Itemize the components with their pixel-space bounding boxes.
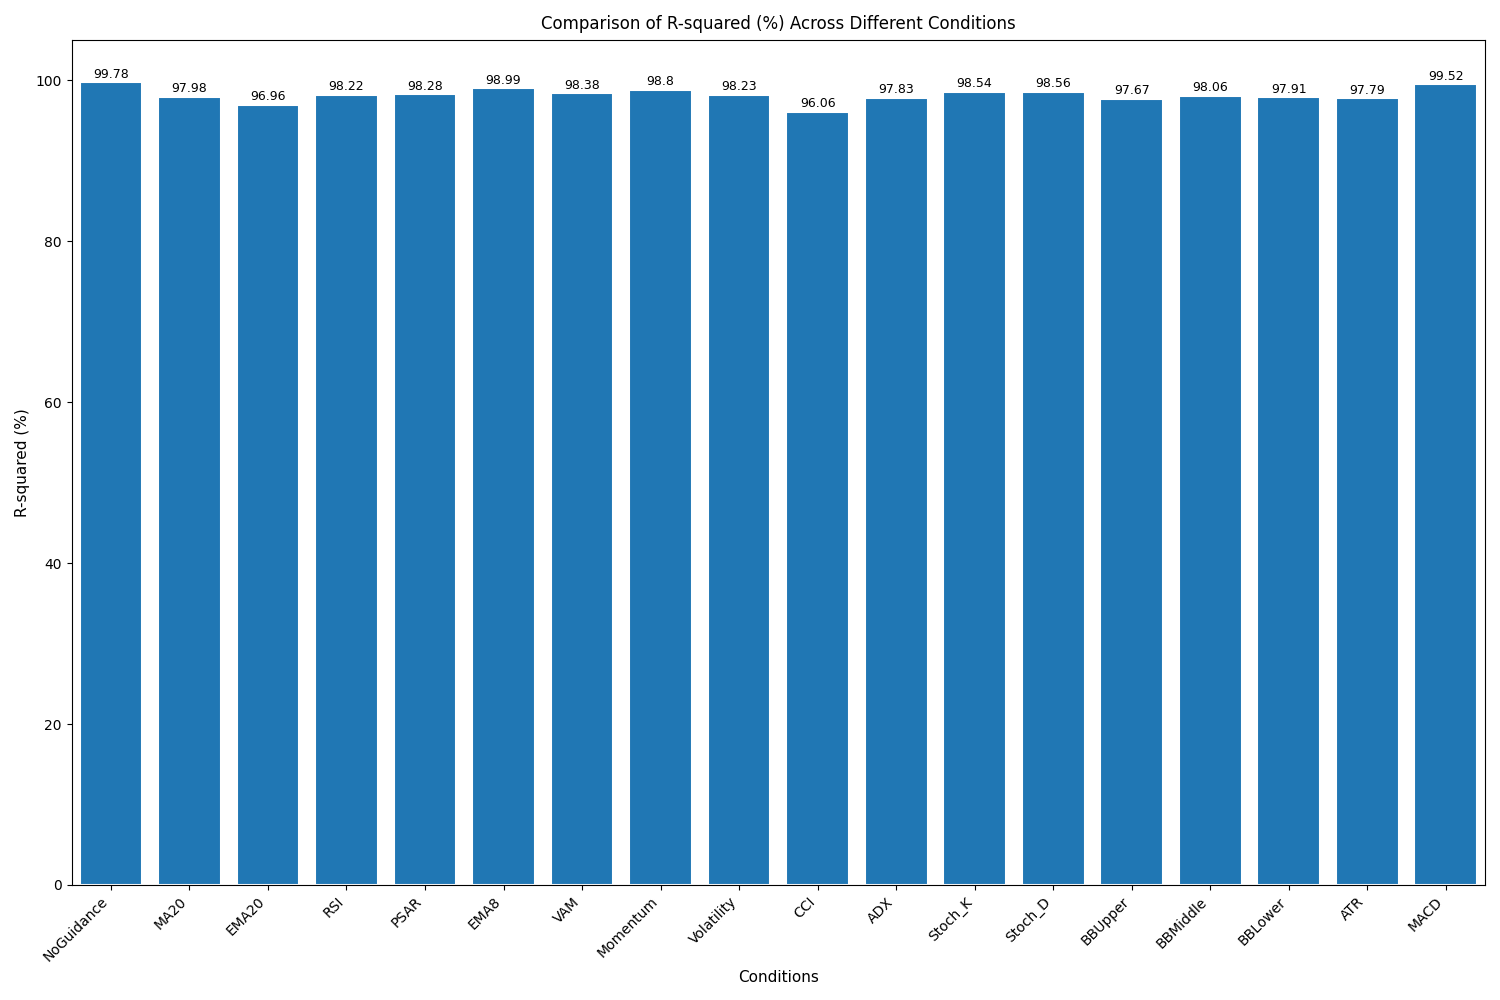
Bar	[158, 97, 220, 885]
Bar	[237, 105, 300, 885]
Text: 99.78: 99.78	[93, 68, 129, 81]
Bar	[1101, 99, 1162, 885]
Bar	[708, 95, 771, 885]
Bar	[393, 94, 456, 885]
Bar	[1179, 96, 1242, 885]
Bar	[1414, 84, 1478, 885]
Text: 96.96: 96.96	[251, 90, 285, 103]
Bar	[550, 93, 614, 885]
Text: 97.83: 97.83	[878, 83, 914, 96]
Bar	[1022, 92, 1084, 885]
Bar	[786, 112, 849, 885]
Bar	[864, 98, 927, 885]
Bar	[944, 92, 1006, 885]
Text: 98.28: 98.28	[406, 80, 442, 93]
Text: 96.06: 96.06	[800, 97, 836, 110]
Bar	[1336, 98, 1398, 885]
Text: 97.79: 97.79	[1350, 84, 1384, 97]
Text: 98.56: 98.56	[1035, 77, 1071, 90]
Bar	[80, 82, 142, 885]
Text: 98.54: 98.54	[957, 77, 993, 90]
Text: 97.98: 97.98	[171, 82, 207, 95]
Bar	[472, 88, 536, 885]
Bar	[315, 95, 378, 885]
Bar	[628, 90, 692, 885]
Bar	[1257, 97, 1320, 885]
Text: 98.8: 98.8	[646, 75, 675, 88]
Y-axis label: R-squared (%): R-squared (%)	[15, 408, 30, 517]
X-axis label: Conditions: Conditions	[738, 970, 819, 985]
Text: 97.91: 97.91	[1270, 83, 1306, 96]
Text: 98.23: 98.23	[722, 80, 758, 93]
Text: 97.67: 97.67	[1114, 84, 1149, 97]
Text: 98.06: 98.06	[1192, 81, 1228, 94]
Text: 98.22: 98.22	[328, 80, 364, 93]
Text: 99.52: 99.52	[1428, 70, 1464, 83]
Title: Comparison of R-squared (%) Across Different Conditions: Comparison of R-squared (%) Across Diffe…	[542, 15, 1016, 33]
Text: 98.38: 98.38	[564, 79, 600, 92]
Text: 98.99: 98.99	[486, 74, 522, 87]
